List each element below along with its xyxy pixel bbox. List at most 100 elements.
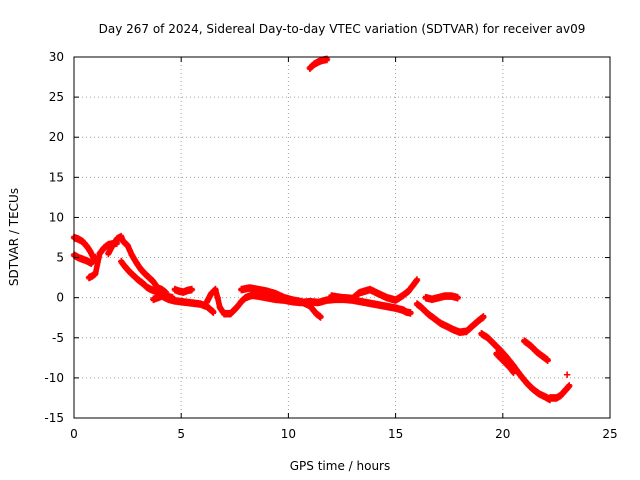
data-point <box>366 286 374 293</box>
data-point <box>328 292 335 300</box>
data-point <box>246 284 253 292</box>
data-segment <box>493 350 517 377</box>
data-point <box>150 278 157 285</box>
data-point <box>113 235 121 243</box>
data-point <box>450 326 457 333</box>
data-point <box>165 296 172 303</box>
axis-ticks <box>73 56 611 419</box>
data-point-markers <box>478 330 553 404</box>
data-point <box>403 308 410 316</box>
data-point <box>454 294 461 301</box>
data-point <box>392 296 399 304</box>
data-point <box>178 298 185 305</box>
x-tick-label: 20 <box>495 427 510 441</box>
data-point <box>398 292 406 300</box>
data-point <box>392 304 399 312</box>
data-point <box>413 276 421 284</box>
data-segment <box>563 371 571 378</box>
data-point <box>366 300 374 307</box>
data-point <box>375 290 382 297</box>
data-point <box>238 286 245 293</box>
data-point <box>139 280 146 287</box>
data-point <box>298 298 305 305</box>
data-point <box>561 387 569 394</box>
data-point <box>424 310 431 317</box>
data-point <box>398 306 406 313</box>
data-point <box>171 286 178 293</box>
y-tick-label: -15 <box>44 411 64 425</box>
x-tick-label: 25 <box>602 427 617 441</box>
data-point <box>418 304 425 311</box>
data-point <box>145 274 153 281</box>
data-point <box>171 297 178 305</box>
data-segment <box>422 292 461 304</box>
x-tick-label: 0 <box>70 427 78 441</box>
data-point <box>220 310 228 317</box>
data-point <box>83 257 91 264</box>
x-tick-label: 15 <box>388 427 403 441</box>
data-point <box>242 294 249 301</box>
data-point <box>407 309 414 317</box>
data-point <box>478 330 485 337</box>
data-segment <box>478 330 554 404</box>
data-point <box>431 315 438 322</box>
data-point <box>358 298 365 305</box>
data-point <box>120 238 127 245</box>
data-point <box>435 294 442 301</box>
y-tick-label: 30 <box>49 50 64 64</box>
plot-frame <box>73 56 611 419</box>
data-point <box>109 242 116 249</box>
data-point <box>413 300 421 308</box>
data-point <box>553 394 560 402</box>
data-points <box>70 55 573 404</box>
data-segment <box>238 284 324 321</box>
data-point <box>544 357 551 364</box>
data-point <box>527 342 534 349</box>
data-point <box>557 392 564 399</box>
data-point-markers <box>105 232 169 297</box>
data-point <box>184 287 191 294</box>
data-point <box>566 382 573 390</box>
data-point <box>180 288 187 296</box>
y-tick-label: -10 <box>44 371 64 385</box>
data-point <box>319 57 326 64</box>
data-point <box>175 288 183 295</box>
data-point <box>480 313 487 321</box>
data-point <box>510 369 517 376</box>
data-point <box>484 334 491 341</box>
x-tick-label: 5 <box>177 427 185 441</box>
y-tick-label: -5 <box>52 331 64 345</box>
data-point <box>499 357 506 364</box>
data-point <box>383 303 391 310</box>
y-tick-label: 5 <box>56 251 64 265</box>
data-segment <box>521 337 551 364</box>
x-tick-label: 10 <box>281 427 296 441</box>
y-tick-label: 0 <box>56 291 64 305</box>
data-point <box>92 270 99 277</box>
data-point <box>124 242 131 249</box>
data-point <box>255 286 262 293</box>
data-point <box>521 337 528 345</box>
data-point <box>497 347 504 354</box>
data-segment <box>398 305 414 317</box>
data-segment <box>328 276 421 304</box>
data-segment <box>306 55 331 72</box>
data-point <box>75 235 82 243</box>
data-point <box>409 282 416 289</box>
data-point <box>88 260 95 267</box>
data-point <box>456 329 464 336</box>
data-point <box>208 290 215 297</box>
data-point <box>128 251 136 259</box>
grid-lines <box>74 57 610 418</box>
data-point <box>463 328 470 335</box>
data-segment <box>546 382 573 402</box>
data-point <box>356 289 363 297</box>
data-point <box>203 298 211 305</box>
y-axis-label: SDTVAR / TECUs <box>7 188 21 286</box>
data-point <box>280 294 288 301</box>
data-point <box>476 316 483 324</box>
data-point <box>190 300 198 307</box>
data-point <box>143 284 151 291</box>
data-point <box>150 296 157 303</box>
data-point <box>315 299 322 306</box>
